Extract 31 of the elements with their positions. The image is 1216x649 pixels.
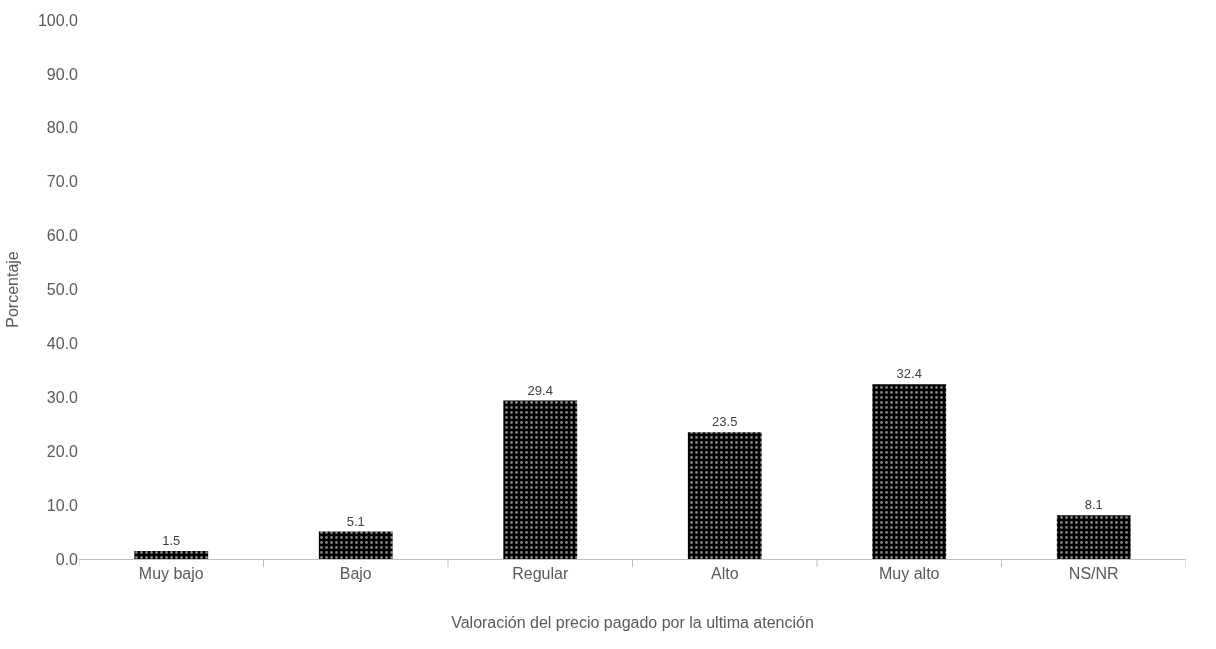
data-label: 1.5 [162, 532, 181, 548]
y-tick-label: 20.0 [46, 442, 79, 460]
data-label: 8.1 [1084, 497, 1103, 513]
bar [1056, 515, 1131, 559]
y-tick-label: 40.0 [46, 335, 79, 352]
y-tick-label: 70.0 [46, 173, 79, 191]
bar [687, 432, 762, 559]
x-tick-label: Muy alto [879, 565, 940, 583]
data-label: 23.5 [712, 414, 738, 430]
y-axis-title: Porcentaje [3, 251, 21, 328]
bar [318, 531, 393, 559]
data-label: 29.4 [527, 382, 553, 398]
y-tick-label: 100.0 [37, 11, 79, 29]
y-tick-label: 80.0 [46, 119, 79, 137]
x-tick-label: NS/NR [1068, 565, 1119, 583]
data-label: 32.4 [896, 366, 922, 382]
x-axis-title: Valoración del precio pagado por la ultima atención [451, 613, 814, 631]
x-tick-label: Alto [710, 565, 739, 583]
y-tick-label: 90.0 [46, 65, 79, 83]
y-tick-label: 50.0 [46, 281, 79, 299]
bar [503, 400, 578, 559]
y-tick-label: 0.0 [55, 550, 79, 568]
y-tick-label: 60.0 [46, 227, 79, 245]
bar [872, 384, 947, 559]
x-tick-label: Bajo [339, 565, 372, 583]
y-tick-label: 10.0 [46, 496, 79, 514]
y-tick-label: 30.0 [46, 388, 79, 406]
bar [134, 550, 209, 559]
x-tick-label: Muy bajo [138, 565, 204, 583]
data-label: 5.1 [346, 513, 365, 529]
x-tick-label: Regular [512, 565, 569, 583]
